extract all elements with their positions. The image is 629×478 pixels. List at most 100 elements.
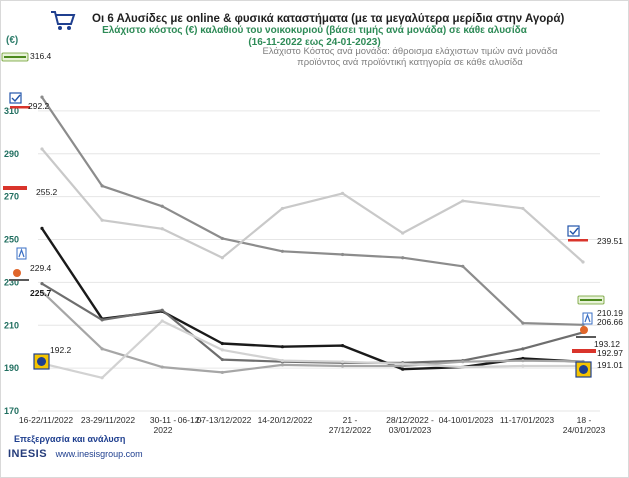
data-point (401, 256, 405, 260)
data-point (280, 363, 285, 367)
series-line-ΑΒ Βασιλόπουλος (41, 282, 584, 364)
sklavenitis-logo-text-bar (9, 279, 29, 281)
data-label: 191.01 (597, 360, 623, 370)
data-point (280, 345, 285, 349)
sklavenitis-logo-circle (580, 326, 588, 334)
galaxias-logo-bar (4, 56, 26, 58)
chart-title: Οι 6 Αλυσίδες με online & φυσικά καταστή… (92, 13, 565, 25)
mymarket-logo (567, 225, 588, 242)
ab-logo-box (16, 247, 27, 260)
lidl-logo (575, 361, 592, 378)
data-point (340, 252, 345, 257)
data-point (160, 308, 164, 312)
subtitle-line-1: Ελάχιστο κόστος (€) καλαθιού του νοικοκυ… (102, 25, 527, 36)
x-tick-label: 28/12/2022 -03/01/2023 (386, 415, 434, 435)
x-tick-label: 14-20/12/2022 (258, 415, 313, 425)
data-label: 229.4 (30, 263, 52, 273)
data-point (280, 249, 285, 253)
data-label: 192.2 (50, 345, 72, 355)
data-point (160, 227, 164, 231)
data-point (100, 184, 104, 188)
y-tick-label: 270 (4, 192, 19, 202)
y-tick-label: 190 (4, 363, 19, 373)
data-point (220, 370, 224, 375)
data-point (340, 191, 345, 196)
mymarket-logo-check (11, 94, 21, 103)
sklavenitis-logo (9, 269, 29, 281)
y-tick-label: 310 (4, 106, 19, 116)
data-point (40, 147, 44, 151)
data-label: 225.7 (30, 288, 52, 298)
data-point (461, 264, 465, 268)
data-point (521, 364, 525, 368)
data-point (521, 359, 525, 363)
masoutis-logo-bar (3, 186, 27, 190)
masoutis-logo-bar (572, 349, 596, 353)
x-tick-label: 23-29/11/2022 (81, 415, 135, 425)
chart-subtitle: Ελάχιστο κόστος (€) καλαθιού του νοικοκυ… (0, 25, 629, 49)
data-label: 193.12 (594, 339, 620, 349)
data-point (220, 341, 224, 346)
galaxias-logo-bar (580, 299, 602, 301)
mymarket-logo-text-bar (10, 106, 30, 109)
inesis-logo: INESIS (8, 448, 48, 460)
ab-logo-box (582, 312, 593, 325)
chain-logos (1, 52, 605, 378)
data-point (160, 204, 164, 208)
data-point (340, 364, 345, 368)
data-point (40, 282, 44, 286)
x-tick-label: 21 -27/12/2022 (329, 415, 372, 435)
y-tick-label: 210 (4, 320, 19, 330)
data-label: 239.51 (597, 236, 623, 246)
mymarket-logo (9, 92, 30, 109)
data-point (100, 376, 104, 380)
x-tick-label: 07-13/12/2022 (197, 415, 252, 425)
data-labels: 316.4 292.2 255.2 229.4 225.7 192.2 239.51 210.… (28, 51, 623, 370)
data-point (100, 347, 104, 351)
data-point (401, 367, 405, 371)
data-point (160, 319, 164, 323)
footer-website-link[interactable]: www.inesisgroup.com (55, 449, 143, 459)
masoutis-logo (572, 349, 596, 353)
series-lines (40, 95, 585, 380)
y-axis-unit: (€) (6, 35, 19, 46)
data-point (340, 360, 345, 364)
series-line-MyMarket (41, 148, 584, 263)
lidl-logo-circle (37, 357, 46, 366)
x-tick-label: 16-22/11/2022 (19, 415, 73, 425)
footer-brand-row: INESIS www.inesisgroup.com (8, 448, 143, 460)
x-tick-label: 06-12- (178, 415, 203, 425)
data-point (401, 231, 405, 235)
subtitle-line-2: (16-11-2022 εως 24-01-2023) (248, 37, 381, 48)
series-line-Σκλαβενίτης (41, 290, 584, 374)
data-label: 255.2 (36, 187, 58, 197)
grid-lines (38, 110, 600, 412)
sklavenitis-logo (576, 326, 596, 338)
data-point (461, 365, 465, 369)
data-label: 210.19 (597, 308, 623, 318)
data-label: 292.2 (28, 101, 50, 111)
ab-logo (582, 312, 593, 325)
ab-logo-letter (18, 248, 25, 258)
y-tick-label: 250 (4, 235, 19, 245)
data-point (521, 321, 525, 325)
mymarket-logo-box (567, 225, 580, 237)
data-label: 192.97 (597, 348, 623, 358)
lidl-logo (33, 353, 50, 370)
data-point (160, 365, 164, 369)
data-point (340, 344, 345, 348)
data-point (220, 348, 224, 352)
data-point (581, 260, 585, 264)
ab-logo-letter (584, 313, 591, 323)
y-tick-label: 290 (4, 149, 19, 159)
galaxias-logo (577, 295, 605, 305)
x-tick-label: 11-17/01/2023 (500, 415, 554, 425)
data-point (220, 357, 224, 362)
y-axis-ticks: 170 190 210 230 250 270 290 310 (4, 106, 19, 416)
data-point (40, 289, 44, 294)
data-point (461, 199, 465, 203)
sklavenitis-logo-text-bar (576, 336, 596, 338)
chart-note: Ελάχιστο Κόστος ανά μονάδα: άθροισμα ελά… (262, 46, 558, 68)
x-tick-label: 18 -24/01/2023 (563, 415, 606, 435)
